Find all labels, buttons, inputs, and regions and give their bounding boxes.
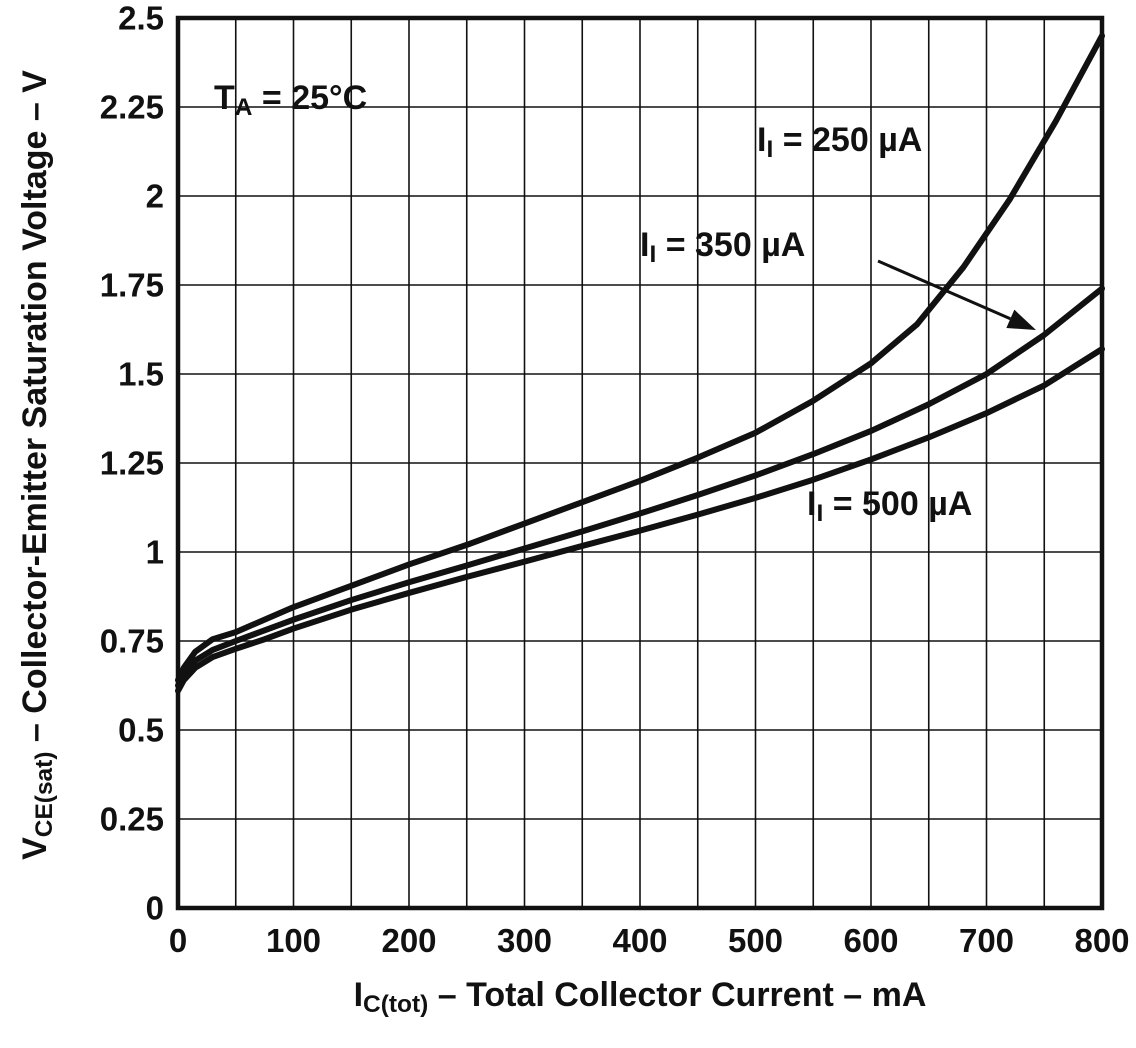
series-curve: [175, 285, 1105, 689]
y-tick-label: 0.5: [118, 711, 164, 749]
y-axis-label-symbol: V: [16, 837, 54, 860]
temperature-text: = 25°C: [252, 79, 368, 117]
y-axis-label-subscript: CE(sat): [31, 751, 59, 838]
series-label-subscript: I: [766, 136, 774, 164]
y-tick-label: 1: [145, 533, 164, 571]
series-label-250uA: II = 250 µA: [757, 121, 923, 162]
temperature-annotation: TA = 25°C: [214, 79, 368, 120]
x-tick-label: 800: [1074, 922, 1130, 959]
temperature-symbol: T: [214, 79, 235, 117]
y-tick-label: 0: [145, 889, 164, 927]
y-axis-label-text: – Collector-Emitter Saturation Voltage –…: [16, 70, 54, 752]
x-tick-label: 500: [727, 922, 784, 959]
series-curve: [175, 346, 1105, 694]
x-tick-label: 100: [265, 922, 322, 959]
temperature-subscript: A: [234, 94, 253, 122]
x-tick-label: 400: [612, 922, 668, 959]
annotation-arrow-line: [877, 259, 1011, 321]
y-tick-label: 1.5: [118, 355, 164, 393]
plot-area: TA = 25°C II = 250 µA II = 350 µA II = 5…: [100, 2, 1130, 958]
x-axis-label: IC(tot) – Total Collector Current – mA: [178, 976, 1102, 1019]
series-label-subscript: I: [816, 500, 824, 528]
series-label-350uA: II = 350 µA: [640, 226, 806, 267]
x-axis-label-symbol: I: [353, 976, 364, 1014]
series-curve: [175, 32, 1105, 684]
y-tick-label: 0.25: [99, 800, 164, 838]
series-label-text: = 500 µA: [823, 485, 973, 523]
y-tick-label: 1.75: [99, 266, 164, 304]
series-label-symbol: I: [640, 226, 650, 264]
annotation-arrow-head: [1006, 309, 1036, 330]
y-tick-label: 1.25: [99, 444, 164, 482]
series-label-subscript: I: [649, 241, 657, 269]
series-label-symbol: I: [807, 485, 817, 523]
y-tick-label: 2.25: [99, 88, 164, 126]
y-tick-label: 2.5: [118, 0, 164, 37]
series-label-text: = 250 µA: [773, 121, 923, 159]
x-axis-label-subscript: C(tot): [363, 991, 429, 1019]
x-tick-label: 200: [381, 922, 437, 959]
x-tick-label: 300: [496, 922, 553, 959]
x-tick-label: 700: [958, 922, 1015, 959]
y-tick-label: 0.75: [99, 622, 164, 660]
x-tick-label: 600: [843, 922, 899, 959]
series-label-text: = 350 µA: [656, 226, 806, 264]
y-tick-label: 2: [145, 177, 164, 215]
y-axis-label: VCE(sat) – Collector-Emitter Saturation …: [16, 0, 60, 930]
series-label-symbol: I: [757, 121, 767, 159]
x-tick-label: 0: [168, 922, 188, 959]
plot-canvas: [175, 15, 1105, 911]
series-label-500uA: II = 500 µA: [807, 485, 973, 526]
x-axis-label-text: – Total Collector Current – mA: [428, 976, 927, 1014]
